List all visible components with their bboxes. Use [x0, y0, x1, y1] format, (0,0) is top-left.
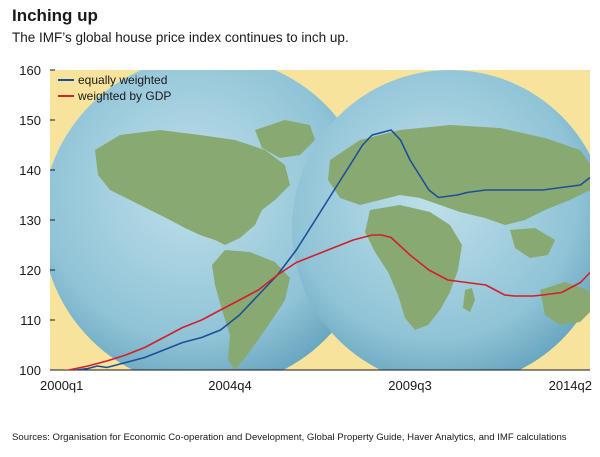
globe-illustration [50, 70, 590, 370]
x-tick-label: 2000q1 [40, 378, 83, 393]
y-tick-label: 110 [20, 313, 41, 328]
legend-label-weighted-by-gdp: weighted by GDP [77, 89, 171, 103]
axis-ticks: 100 110 120 130 140 150 160 2000q1 2004q4 2009q3 2… [19, 63, 592, 393]
source-note: Sources: Organisation for Economic Co-op… [12, 432, 567, 443]
series-line-equally-weighted [70, 129, 590, 370]
legend-label-equally-weighted: equally weighted [78, 73, 167, 87]
land-north-america [95, 130, 290, 245]
series-lines [62, 129, 590, 370]
y-tick-label: 120 [19, 263, 41, 278]
y-tick-label: 130 [19, 213, 41, 228]
x-tick-label: 2014q2 [549, 378, 592, 393]
chart-title: Inching up [12, 6, 98, 25]
land-southeast-asia [510, 228, 555, 258]
legend: equally weighted weighted by GDP [58, 73, 171, 103]
x-tick-label: 2004q4 [208, 378, 251, 393]
land-madagascar [463, 288, 475, 312]
series-line-weighted-by-gdp [62, 234, 590, 370]
x-tick-label: 2009q3 [388, 378, 431, 393]
y-tick-label: 140 [19, 163, 41, 178]
land-australia [540, 282, 590, 325]
chart-subtitle: The IMF’s global house price index conti… [12, 30, 349, 45]
y-tick-label: 160 [19, 63, 41, 78]
land-eurasia [328, 125, 590, 225]
y-tick-label: 150 [19, 113, 41, 128]
y-tick-label: 100 [19, 363, 41, 378]
land-greenland [255, 120, 315, 158]
